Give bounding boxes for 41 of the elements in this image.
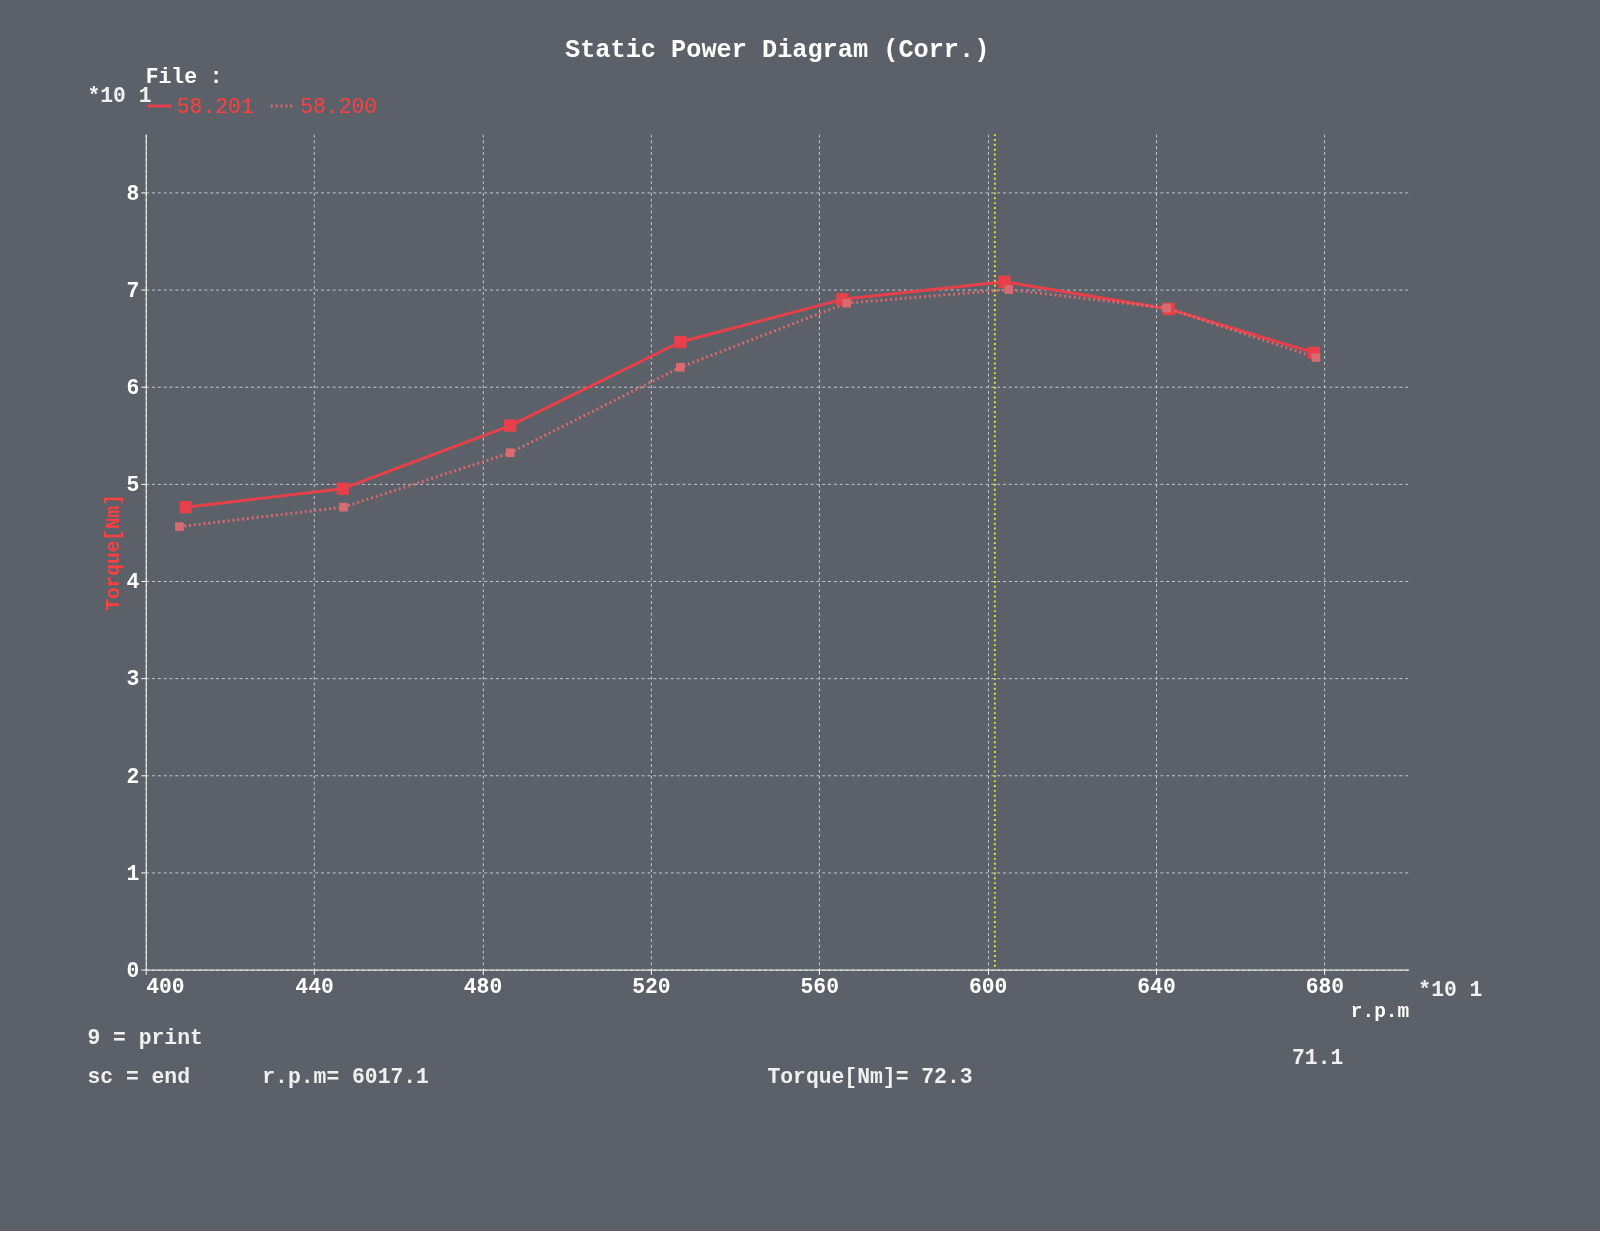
- y-tick-label: 7: [126, 278, 140, 303]
- x-tick-label: 520: [632, 975, 671, 1000]
- text: sc = end: [87, 1065, 190, 1090]
- text: 71.1: [1292, 1045, 1344, 1070]
- point: [1311, 353, 1321, 362]
- chart-title: Static Power Diagram (Corr.): [565, 36, 990, 66]
- x-tick-label: 680: [1305, 975, 1345, 1000]
- text: *10 1: [87, 84, 152, 109]
- point: [175, 522, 184, 531]
- x-tick-label: 440: [295, 975, 334, 1000]
- y-tick-label: 3: [126, 667, 140, 692]
- point: [339, 502, 348, 512]
- point: [676, 362, 685, 372]
- point: [336, 482, 349, 495]
- text: *10 1: [1418, 977, 1483, 1002]
- point: [842, 298, 851, 308]
- y-tick-label: 1: [126, 861, 140, 886]
- x-tick-label: 640: [1137, 975, 1176, 1000]
- x-tick-label: 480: [463, 975, 503, 1000]
- point: [505, 448, 515, 458]
- x-axis-title: r.p.m: [1350, 1000, 1410, 1023]
- y-tick-label: 6: [126, 376, 140, 401]
- point: [504, 419, 517, 432]
- point: [1004, 285, 1014, 294]
- text: 9 = print: [87, 1026, 203, 1051]
- y-tick-label: 8: [126, 181, 140, 206]
- legend-label: 58.200: [300, 94, 378, 119]
- y-axis-title: Torque[Nm]: [102, 494, 125, 611]
- y-tick-label: 4: [126, 570, 140, 595]
- text: r.p.m= 6017.1: [262, 1065, 429, 1090]
- point: [674, 335, 687, 349]
- point: [1162, 303, 1171, 313]
- x-tick-label: 400: [146, 975, 185, 1000]
- y-tick-label: 0: [126, 958, 140, 983]
- x-tick-label: 600: [968, 975, 1008, 1000]
- y-tick-label: 5: [126, 473, 140, 498]
- y-tick-label: 2: [126, 764, 140, 789]
- x-tick-label: 560: [800, 975, 839, 1000]
- text: Torque[Nm]= 72.3: [767, 1065, 973, 1090]
- legend-label: 58.201: [176, 94, 254, 119]
- point: [179, 501, 192, 514]
